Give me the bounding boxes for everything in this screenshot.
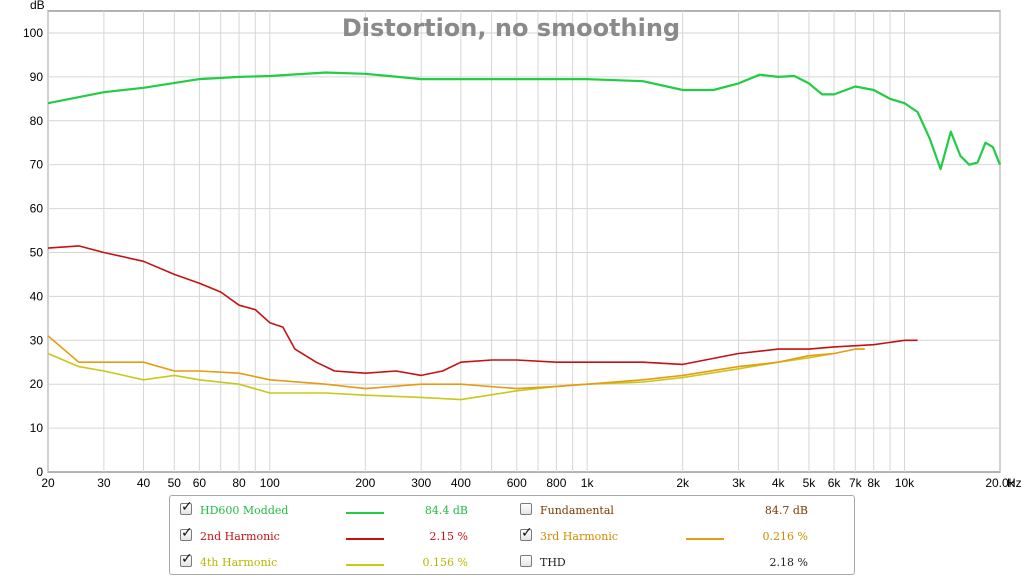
checkbox-thd[interactable] <box>520 555 532 567</box>
x-tick-label: 60 <box>193 476 207 490</box>
x-tick-label: 8k <box>867 476 881 490</box>
x-tick-label: 80 <box>232 476 246 490</box>
grid-horizontal <box>48 32 1000 429</box>
legend-row-2: ✓ 2nd Harmonic 2.15 % ✓ 3rd Harmonic 0.2… <box>170 525 854 546</box>
legend-value-hd600-modded: 84.4 dB <box>424 504 468 517</box>
legend-value-fundamental: 84.7 dB <box>764 504 808 517</box>
y-tick-label: 100 <box>23 26 43 40</box>
legend-row-1: ✓ HD600 Modded 84.4 dB Fundamental 84.7 … <box>170 499 854 520</box>
legend-value-3rd-harmonic: 0.216 % <box>762 530 808 543</box>
x-tick-label: 1k <box>581 476 595 490</box>
y-tick-label: 20 <box>30 377 44 391</box>
y-tick-label: 0 <box>36 465 43 479</box>
x-tick-label: 600 <box>507 476 527 490</box>
legend-value-thd: 2.18 % <box>769 556 808 569</box>
x-tick-label: 30 <box>97 476 111 490</box>
checkmark-icon: ✓ <box>181 551 193 567</box>
legend: ✓ HD600 Modded 84.4 dB Fundamental 84.7 … <box>169 495 855 575</box>
checkbox-2nd-harmonic[interactable]: ✓ <box>180 525 193 541</box>
x-tick-label: 2k <box>676 476 690 490</box>
x-tick-label: 10k <box>895 476 915 490</box>
y-tick-label: 90 <box>30 70 44 84</box>
chart-title: Distortion, no smoothing <box>342 14 680 42</box>
checkbox-fundamental[interactable] <box>520 503 532 515</box>
x-tick-label: 3k <box>732 476 746 490</box>
series-line-3rd-harmonic <box>47 335 865 390</box>
checkmark-icon: ✓ <box>521 525 533 541</box>
x-tick-label: 20.0k <box>985 476 1015 490</box>
checkmark-icon: ✓ <box>181 525 193 541</box>
y-tick-label: 80 <box>30 114 44 128</box>
y-tick-label: 60 <box>30 202 44 216</box>
y-tick-label: 70 <box>30 158 44 172</box>
legend-value-2nd-harmonic: 2.15 % <box>429 530 468 543</box>
series-lines <box>47 71 1002 401</box>
legend-value-4th-harmonic: 0.156 % <box>422 556 468 569</box>
x-tick-label: 40 <box>137 476 151 490</box>
grid-vertical <box>47 11 1001 472</box>
y-tick-label: 50 <box>30 245 44 259</box>
swatch-4th-harmonic <box>346 564 384 566</box>
checkbox-hd600-modded[interactable]: ✓ <box>180 499 193 515</box>
legend-label-4th-harmonic: 4th Harmonic <box>200 556 278 569</box>
y-tick-label: 10 <box>30 421 44 435</box>
x-tick-label: 5k <box>803 476 817 490</box>
x-tick-label: 6k <box>828 476 842 490</box>
x-tick-label: 200 <box>355 476 375 490</box>
x-tick-label: 800 <box>546 476 566 490</box>
x-tick-label: 20 <box>41 476 55 490</box>
legend-label-2nd-harmonic: 2nd Harmonic <box>200 530 280 543</box>
legend-label-hd600-modded: HD600 Modded <box>200 504 289 517</box>
x-tick-label: 7k <box>849 476 863 490</box>
checkbox-3rd-harmonic[interactable]: ✓ <box>520 525 533 541</box>
series-line-2nd-harmonic <box>47 245 918 377</box>
y-axis-label: dB <box>30 0 45 12</box>
legend-label-thd: THD <box>540 556 566 569</box>
legend-label-3rd-harmonic: 3rd Harmonic <box>540 530 619 543</box>
x-axis-unit: Hz <box>1007 476 1022 490</box>
plot-frame <box>47 10 1001 473</box>
swatch-3rd-harmonic <box>686 538 724 540</box>
checkbox-4th-harmonic[interactable]: ✓ <box>180 551 193 567</box>
series-line-hd600-modded <box>47 71 1002 171</box>
swatch-2nd-harmonic <box>346 538 384 540</box>
x-tick-label: 4k <box>772 476 786 490</box>
legend-row-3: ✓ 4th Harmonic 0.156 % THD 2.18 % <box>170 551 854 572</box>
y-tick-label: 30 <box>30 333 44 347</box>
y-axis-ticks: 0 10 20 30 40 50 60 70 80 90 100 <box>23 26 43 479</box>
series-line-4th-harmonic <box>47 352 835 401</box>
legend-label-fundamental: Fundamental <box>540 504 614 517</box>
swatch-hd600-modded <box>346 512 384 514</box>
x-tick-label: 50 <box>168 476 182 490</box>
x-tick-label: 400 <box>451 476 471 490</box>
checkmark-icon: ✓ <box>181 499 193 515</box>
x-axis-ticks: 20 30 40 50 60 80 100 200 300 400 600 800 1k 2k 3k 4k 5k… <box>41 476 1015 490</box>
x-tick-label: 100 <box>260 476 280 490</box>
y-tick-label: 40 <box>30 289 44 303</box>
x-tick-label: 300 <box>411 476 431 490</box>
